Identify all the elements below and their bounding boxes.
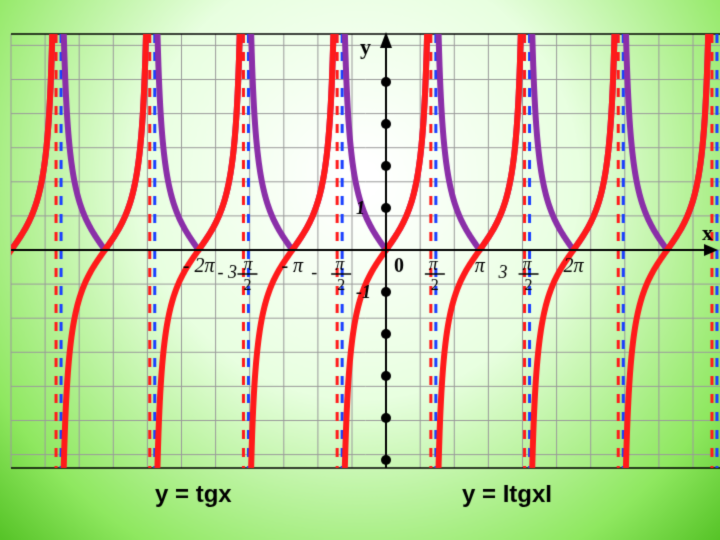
tangent-graph-canvas — [0, 0, 720, 540]
